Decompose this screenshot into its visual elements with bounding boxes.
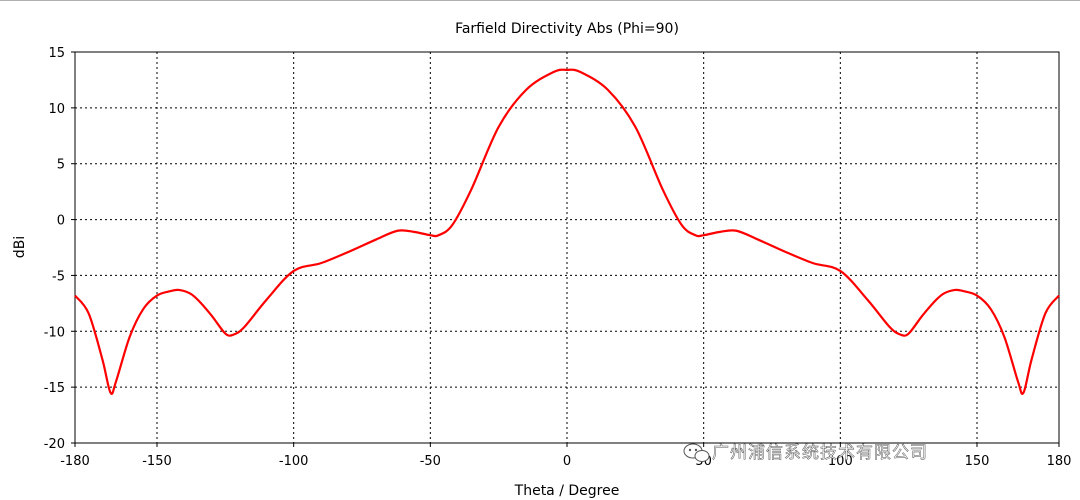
watermark-text: 广州浦信系统技术有限公司: [712, 443, 928, 463]
x-tick-label: 180: [1047, 454, 1072, 469]
x-tick-label: -150: [142, 454, 172, 469]
x-tick-label: -100: [279, 454, 309, 469]
watermark: 广州浦信系统技术有限公司: [683, 443, 928, 463]
x-tick-label: -180: [60, 454, 90, 469]
wechat-icon: [683, 443, 710, 462]
y-tick-label: 15: [48, 46, 65, 61]
y-tick-label: 5: [57, 158, 65, 173]
y-tick-label: -10: [44, 325, 65, 340]
ticks: -180-150-100-50050100150180-20-15-10-505…: [44, 46, 1072, 469]
x-tick-label: 0: [563, 454, 571, 469]
y-tick-label: 0: [57, 214, 65, 229]
y-tick-label: 10: [48, 102, 65, 117]
grid: [75, 52, 1059, 443]
y-axis-label: dBi: [12, 236, 28, 258]
y-tick-label: -15: [44, 381, 65, 396]
chart-title: Farfield Directivity Abs (Phi=90): [455, 21, 679, 37]
x-axis-label: Theta / Degree: [514, 483, 620, 499]
series-line: [74, 68, 1060, 395]
y-tick-label: -5: [52, 269, 65, 284]
x-tick-label: 150: [965, 454, 990, 469]
x-tick-label: 100: [828, 454, 853, 469]
y-tick-label: -20: [44, 437, 65, 452]
x-tick-label: -50: [420, 454, 441, 469]
